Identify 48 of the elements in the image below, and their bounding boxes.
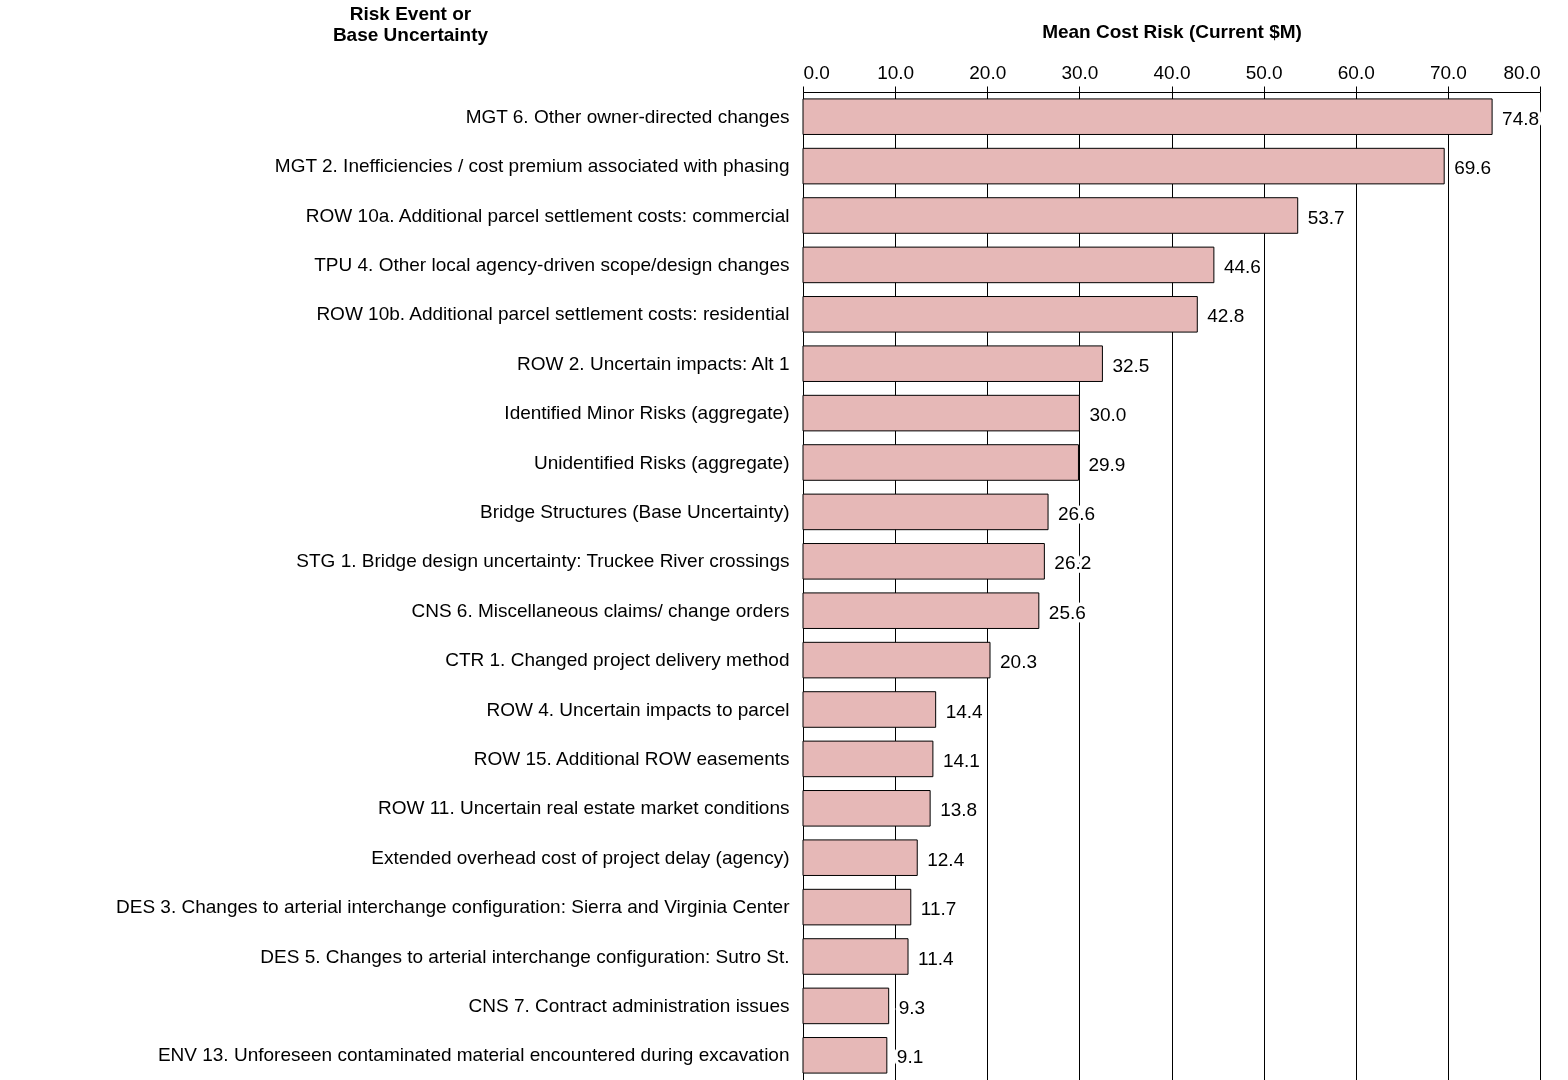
data-label: 9.1 — [896, 1046, 924, 1068]
y-tick-label: DES 3. Changes to arterial interchange configuration: Sierra and Virginia Center — [116, 896, 791, 918]
y-tick-label: ROW 4. Uncertain impacts to parcel — [486, 698, 790, 720]
data-label: 29.9 — [1088, 453, 1126, 475]
y-axis-title: Risk Event or Base Uncertainty — [332, 2, 489, 45]
data-label: 9.3 — [898, 996, 926, 1018]
y-tick-label: CNS 7. Contract administration issues — [468, 994, 790, 1016]
data-label: 42.8 — [1207, 305, 1245, 327]
y-tick-label: Bridge Structures (Base Uncertainty) — [480, 500, 790, 522]
y-tick-label: TPU 4. Other local agency-driven scope/design changes — [314, 253, 790, 275]
data-label: 12.4 — [927, 848, 965, 870]
data-label: 20.3 — [1000, 651, 1037, 673]
y-tick-label: CTR 1. Changed project delivery method — [445, 649, 790, 671]
y-tick-label: ROW 10b. Additional parcel settlement costs: residential — [316, 303, 790, 325]
x-tick-label: 40.0 — [1153, 61, 1191, 83]
y-tick-label: MGT 2. Inefficiencies / cost premium associated with phasing — [274, 155, 790, 177]
x-tick-label: 50.0 — [1245, 61, 1283, 83]
y-tick-label: Identified Minor Risks (aggregate) — [504, 402, 790, 424]
y-tick-label: ENV 13. Unforeseen contaminated material encountered during excavation — [157, 1044, 790, 1066]
data-label: 74.8 — [1502, 107, 1540, 129]
x-tick-label: 0.0 — [803, 61, 830, 83]
y-tick-label: ROW 10a. Additional parcel settlement costs: commercial — [305, 204, 790, 226]
data-label: 30.0 — [1089, 404, 1127, 426]
y-tick-label: Unidentified Risks (aggregate) — [533, 451, 790, 473]
data-label: 69.6 — [1454, 157, 1492, 179]
y-tick-label: DES 5. Changes to arterial interchange configuration: Sutro St. — [260, 945, 790, 967]
data-label: 14.4 — [945, 700, 984, 722]
data-label: 11.4 — [918, 947, 955, 969]
x-tick-label: 70.0 — [1429, 61, 1467, 83]
data-label: 44.6 — [1223, 255, 1261, 277]
x-tick-label: 30.0 — [1061, 61, 1099, 83]
y-tick-label: MGT 6. Other owner-directed changes — [465, 105, 790, 127]
x-axis-title: Mean Cost Risk (Current $M) — [1042, 20, 1302, 42]
y-tick-label: CNS 6. Miscellaneous claims/ change orders — [411, 599, 790, 621]
data-label: 32.5 — [1112, 354, 1150, 376]
y-tick-label: ROW 15. Additional ROW easements — [473, 747, 790, 769]
x-tick-label: 20.0 — [969, 61, 1007, 83]
x-tick-label: 60.0 — [1337, 61, 1375, 83]
data-label: 14.1 — [942, 749, 980, 771]
data-label: 13.8 — [940, 799, 978, 821]
y-tick-label: STG 1. Bridge design uncertainty: Truckee River crossings — [296, 550, 790, 572]
x-tick-label: 80.0 — [1503, 61, 1541, 83]
x-tick-label: 10.0 — [877, 61, 915, 83]
y-tick-label: ROW 11. Uncertain real estate market conditions — [378, 797, 790, 819]
y-tick-label: Extended overhead cost of project delay (agency) — [371, 846, 790, 868]
data-label: 53.7 — [1307, 206, 1345, 228]
y-tick-label: ROW 2. Uncertain impacts: Alt 1 — [517, 352, 790, 374]
data-label: 11.7 — [920, 898, 957, 920]
